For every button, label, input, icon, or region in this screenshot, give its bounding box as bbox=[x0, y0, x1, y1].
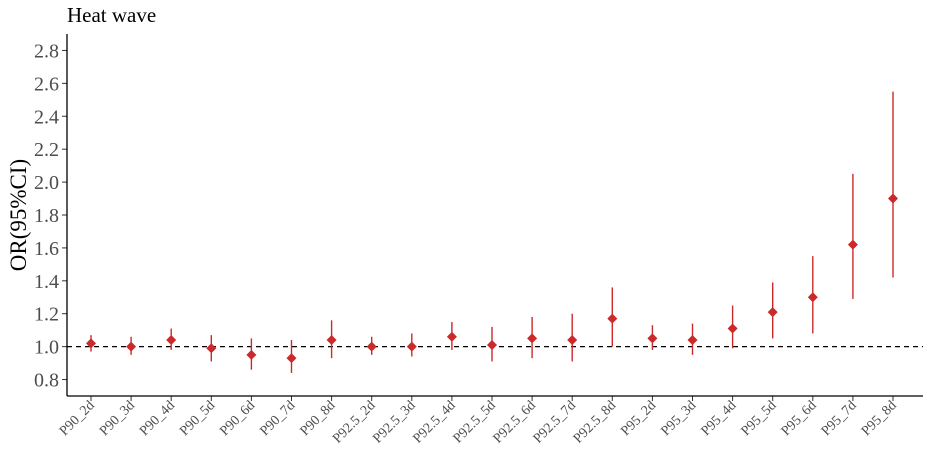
y-tick-label: 1.0 bbox=[34, 337, 59, 359]
data-point bbox=[206, 343, 217, 354]
y-axis-label: OR(95%CI) bbox=[6, 159, 31, 271]
y-tick-label: 2.0 bbox=[34, 172, 59, 194]
x-tick-label: P95_2d bbox=[618, 398, 659, 439]
y-tick-label: 1.4 bbox=[34, 271, 59, 293]
x-tick-label: P90_6d bbox=[217, 398, 258, 439]
data-point bbox=[406, 341, 417, 352]
y-tick-label: 1.2 bbox=[34, 304, 59, 326]
y-tick-label: 2.2 bbox=[34, 139, 59, 161]
data-point bbox=[246, 349, 257, 360]
data-point bbox=[607, 313, 618, 324]
x-tick-label: P95_6d bbox=[779, 398, 820, 439]
x-tick-label: P92.5_8d bbox=[571, 398, 619, 446]
x-tick-label: P90_2d bbox=[57, 398, 98, 439]
x-tick-label: P92.5_2d bbox=[330, 398, 378, 446]
x-tick-label: P92.5_7d bbox=[531, 398, 579, 446]
data-point bbox=[687, 335, 698, 346]
x-tick-label: P95_8d bbox=[859, 398, 900, 439]
data-point bbox=[527, 333, 538, 344]
x-tick-label: P95_5d bbox=[739, 398, 780, 439]
data-point bbox=[326, 335, 337, 346]
chart-title: Heat wave bbox=[67, 3, 156, 27]
data-point bbox=[727, 323, 738, 334]
data-point bbox=[647, 333, 658, 344]
x-tick-label: P90_4d bbox=[137, 398, 178, 439]
data-point bbox=[487, 339, 497, 350]
data-point bbox=[847, 239, 858, 250]
y-tick-label: 2.6 bbox=[34, 73, 59, 95]
y-tick-label: 0.8 bbox=[34, 370, 59, 392]
data-point bbox=[126, 341, 137, 352]
x-tick-label: P90_7d bbox=[257, 398, 298, 439]
y-tick-label: 2.4 bbox=[34, 106, 59, 128]
y-tick-label: 1.8 bbox=[34, 205, 59, 227]
x-tick-label: P95_7d bbox=[819, 398, 860, 439]
data-point bbox=[567, 335, 578, 346]
x-tick-label: P92.5_4d bbox=[410, 398, 458, 446]
data-point bbox=[767, 307, 778, 318]
data-point bbox=[286, 353, 297, 364]
x-tick-label: P92.5_5d bbox=[451, 398, 499, 446]
x-tick-label: P95_3d bbox=[658, 398, 699, 439]
data-point bbox=[807, 292, 818, 303]
x-tick-label: P92.5_6d bbox=[491, 398, 539, 446]
data-point bbox=[366, 341, 377, 352]
data-point bbox=[86, 338, 96, 349]
y-tick-label: 1.6 bbox=[34, 238, 59, 260]
x-tick-label: P90_3d bbox=[97, 398, 138, 439]
data-point bbox=[888, 193, 898, 204]
x-tick-label: P90_5d bbox=[177, 398, 218, 439]
data-point bbox=[446, 331, 457, 342]
data-point bbox=[166, 335, 177, 346]
y-tick-label: 2.8 bbox=[34, 40, 59, 62]
x-tick-label: P92.5_3d bbox=[370, 398, 418, 446]
x-tick-label: P95_4d bbox=[699, 398, 740, 439]
